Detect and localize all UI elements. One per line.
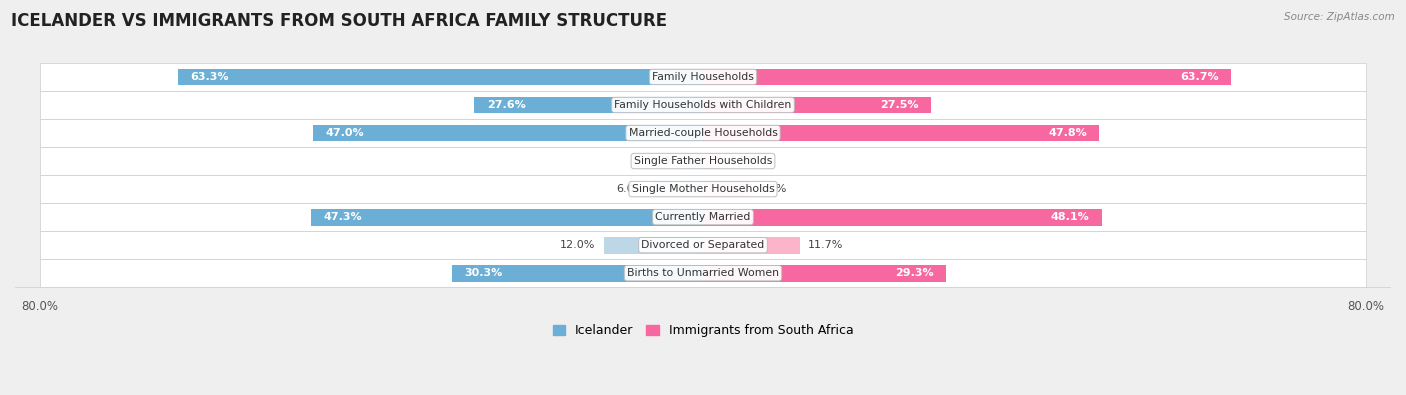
Text: 11.7%: 11.7%: [808, 240, 844, 250]
Bar: [39, 203, 1367, 231]
Text: 47.3%: 47.3%: [323, 212, 361, 222]
Bar: [39, 147, 1367, 175]
Text: 48.1%: 48.1%: [1050, 212, 1090, 222]
Bar: [451, 265, 703, 282]
Text: 30.3%: 30.3%: [464, 268, 502, 278]
Bar: [39, 63, 1367, 91]
Text: 27.6%: 27.6%: [486, 100, 526, 110]
Text: 63.7%: 63.7%: [1180, 72, 1219, 82]
Bar: [703, 152, 720, 169]
Text: 5.7%: 5.7%: [759, 184, 787, 194]
Text: Source: ZipAtlas.com: Source: ZipAtlas.com: [1284, 12, 1395, 22]
Text: Births to Unmarried Women: Births to Unmarried Women: [627, 268, 779, 278]
Text: 2.3%: 2.3%: [647, 156, 676, 166]
Bar: [39, 91, 1367, 119]
Bar: [654, 181, 703, 198]
Bar: [603, 237, 703, 254]
Text: Single Mother Households: Single Mother Households: [631, 184, 775, 194]
Bar: [179, 68, 703, 85]
Text: 27.5%: 27.5%: [880, 100, 918, 110]
Bar: [39, 259, 1367, 287]
Bar: [314, 124, 703, 141]
Text: Family Households: Family Households: [652, 72, 754, 82]
Text: 47.8%: 47.8%: [1047, 128, 1087, 138]
Text: 63.3%: 63.3%: [191, 72, 229, 82]
Text: 6.0%: 6.0%: [617, 184, 645, 194]
Bar: [703, 181, 751, 198]
Bar: [474, 96, 703, 113]
Text: Single Father Households: Single Father Households: [634, 156, 772, 166]
Bar: [703, 96, 931, 113]
Legend: Icelander, Immigrants from South Africa: Icelander, Immigrants from South Africa: [548, 320, 858, 342]
Bar: [703, 209, 1102, 226]
Text: Married-couple Households: Married-couple Households: [628, 128, 778, 138]
Text: 12.0%: 12.0%: [560, 240, 595, 250]
Text: Family Households with Children: Family Households with Children: [614, 100, 792, 110]
Text: Divorced or Separated: Divorced or Separated: [641, 240, 765, 250]
Bar: [39, 231, 1367, 259]
Text: Currently Married: Currently Married: [655, 212, 751, 222]
Bar: [39, 119, 1367, 147]
Bar: [703, 265, 946, 282]
Bar: [703, 237, 800, 254]
Text: 47.0%: 47.0%: [326, 128, 364, 138]
Text: 2.1%: 2.1%: [728, 156, 756, 166]
Bar: [703, 68, 1232, 85]
Text: ICELANDER VS IMMIGRANTS FROM SOUTH AFRICA FAMILY STRUCTURE: ICELANDER VS IMMIGRANTS FROM SOUTH AFRIC…: [11, 12, 668, 30]
Bar: [311, 209, 703, 226]
Bar: [39, 175, 1367, 203]
Bar: [703, 124, 1099, 141]
Bar: [683, 152, 703, 169]
Text: 29.3%: 29.3%: [894, 268, 934, 278]
